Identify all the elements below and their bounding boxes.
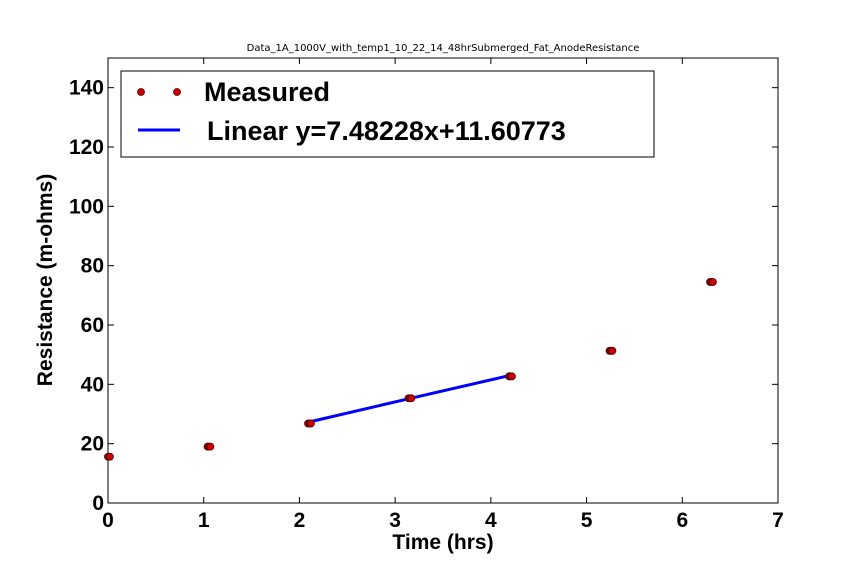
measured-point (709, 278, 717, 286)
y-tick-label: 40 (81, 373, 104, 396)
x-tick-label: 2 (294, 509, 306, 532)
x-tick-label: 1 (198, 509, 210, 532)
y-tick-label: 120 (69, 136, 104, 159)
legend: Measured Linear y=7.48228x+11.60773 (120, 70, 655, 158)
y-tick-label: 20 (81, 433, 104, 456)
measured-point (307, 419, 315, 428)
x-tick-label: 3 (389, 509, 401, 532)
chart-title: Data_1A_1000V_with_temp1_10_22_14_48hrSu… (247, 43, 640, 54)
legend-marker-measured-2 (173, 88, 181, 96)
series-layer (104, 278, 717, 461)
y-tick-label: 60 (81, 314, 104, 337)
legend-box (120, 70, 655, 158)
y-tick-label: 140 (69, 77, 104, 100)
y-tick-label: 0 (92, 492, 104, 515)
legend-label-linear: Linear y=7.48228x+11.60773 (207, 116, 566, 146)
measured-point (608, 346, 617, 355)
measured-point (106, 452, 114, 461)
measured-point (407, 394, 416, 403)
x-tick-label: 6 (676, 509, 688, 532)
x-tick-label: 4 (485, 509, 497, 532)
axis-ticks: 0 1 2 3 4 5 6 7 0 20 40 60 80 100 120 140 (69, 58, 784, 532)
x-tick-label: 0 (102, 509, 114, 532)
legend-marker-measured-1 (137, 88, 145, 96)
legend-label-measured: Measured (204, 77, 330, 107)
y-axis-label: Resistance (m-ohms) (34, 174, 57, 386)
x-tick-label: 7 (772, 509, 784, 532)
x-axis-label: Time (hrs) (392, 531, 493, 554)
x-tick-label: 5 (581, 509, 593, 532)
y-tick-label: 100 (69, 195, 104, 218)
y-tick-label: 80 (81, 255, 104, 278)
measured-point (508, 372, 516, 381)
measured-point (206, 442, 215, 451)
